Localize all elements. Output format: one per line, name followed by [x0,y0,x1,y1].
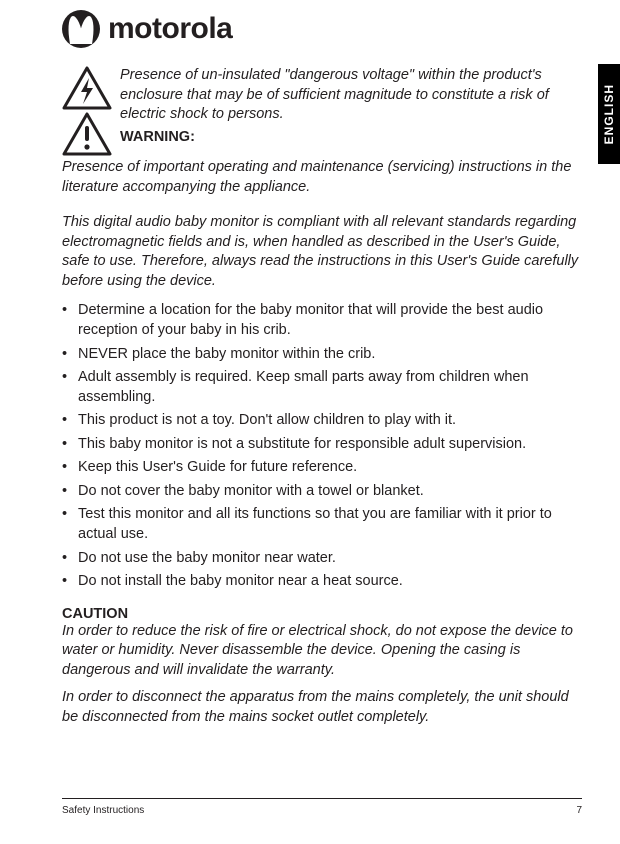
page-footer: Safety Instructions 7 [62,798,582,816]
list-item: This product is not a toy. Don't allow c… [62,411,582,431]
warning-icons [62,66,112,158]
caution-paragraph-1: In order to reduce the risk of fire or e… [62,622,582,681]
list-item: This baby monitor is not a substitute fo… [62,435,582,455]
caution-heading: CAUTION [62,606,582,622]
brand-name: motorola [108,12,232,46]
high-voltage-icon [62,66,112,110]
footer-page-number: 7 [576,805,582,816]
list-item: Do not cover the baby monitor with a tow… [62,482,582,502]
motorola-logo-icon [62,10,100,48]
footer-section: Safety Instructions [62,805,144,816]
list-item: Test this monitor and all its functions … [62,505,582,544]
language-tab: ENGLISH [598,64,620,164]
voltage-warning-block: Presence of un-insulated "dangerous volt… [62,66,582,158]
voltage-warning-text: Presence of un-insulated "dangerous volt… [120,66,582,125]
warning-body: Presence of important operating and main… [62,158,582,197]
manual-page: motorola ENGLISH Presence of un-insulate… [0,0,620,844]
list-item: Keep this User's Guide for future refere… [62,458,582,478]
list-item: Adult assembly is required. Keep small p… [62,368,582,407]
list-item: Do not install the baby monitor near a h… [62,572,582,592]
caution-paragraph-2: In order to disconnect the apparatus fro… [62,688,582,727]
compliance-text: This digital audio baby monitor is compl… [62,213,582,291]
warning-text-column: Presence of un-insulated "dangerous volt… [120,66,582,145]
warning-label: WARNING: [120,129,582,145]
exclamation-icon [62,112,112,156]
brand-header: motorola [62,10,582,48]
safety-bullet-list: Determine a location for the baby monito… [62,301,582,591]
list-item: Determine a location for the baby monito… [62,301,582,340]
list-item: NEVER place the baby monitor within the … [62,345,582,365]
language-label: ENGLISH [602,84,616,144]
list-item: Do not use the baby monitor near water. [62,549,582,569]
